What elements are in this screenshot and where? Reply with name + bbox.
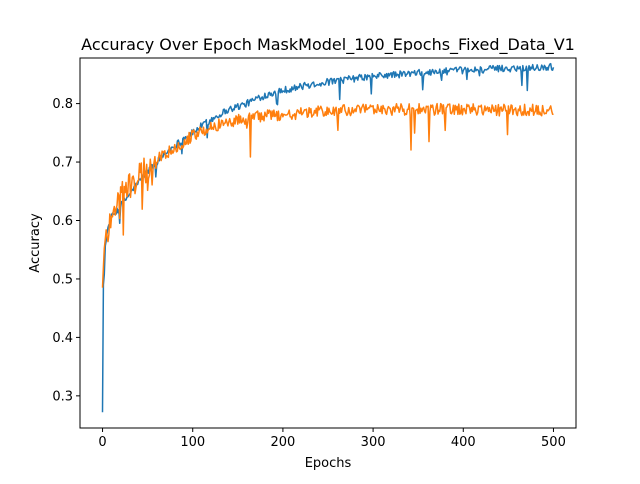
y-tick-label: 0.4 [52, 331, 73, 346]
x-tick-label: 100 [180, 435, 205, 450]
series-line-train [101, 62, 555, 413]
series-layer [101, 62, 555, 413]
series-line-validation [101, 102, 554, 288]
x-tick-label: 200 [270, 435, 295, 450]
y-axis-ticks: 0.3 0.4 0.5 0.6 0.7 0.8 [52, 97, 80, 404]
y-tick-label: 0.5 [52, 272, 73, 287]
y-tick-label: 0.7 [52, 156, 73, 171]
chart-title: Accuracy Over Epoch MaskModel_100_Epochs… [81, 35, 575, 55]
x-tick-label: 300 [361, 435, 386, 450]
y-tick-label: 0.3 [52, 389, 73, 404]
plot-frame [79, 57, 577, 429]
y-tick-label: 0.6 [52, 214, 73, 229]
x-tick-label: 500 [541, 435, 566, 450]
x-tick-label: 0 [98, 435, 106, 450]
x-tick-label: 400 [451, 435, 476, 450]
x-axis-ticks: 0 100 200 300 400 500 [98, 428, 566, 450]
x-axis-label: Epochs [305, 456, 352, 471]
y-axis-label: Accuracy [28, 213, 43, 273]
y-tick-label: 0.8 [52, 97, 73, 112]
